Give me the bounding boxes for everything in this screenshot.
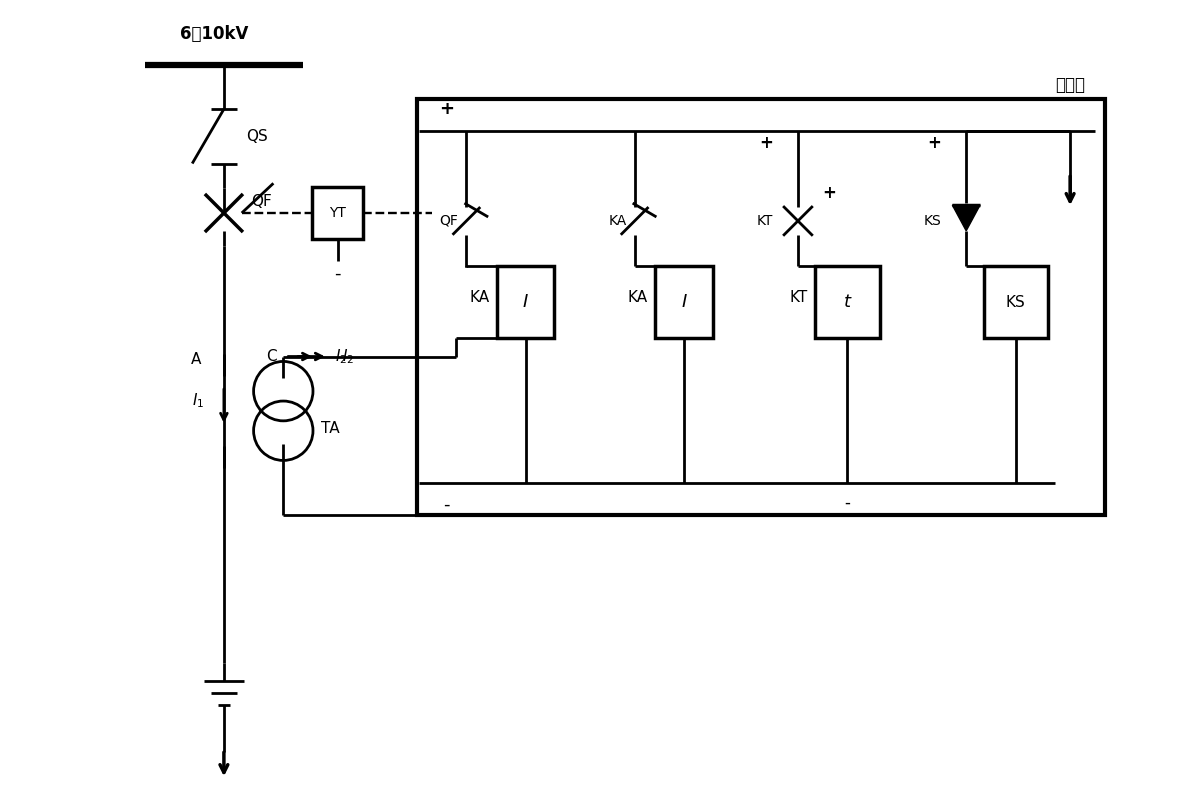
Text: +: +	[928, 134, 942, 152]
Bar	[312, 187, 364, 238]
Text: $I_2$: $I_2$	[342, 347, 354, 366]
Text: A: A	[191, 352, 202, 367]
Polygon shape	[953, 205, 980, 231]
Text: QF: QF	[252, 194, 272, 208]
Text: -: -	[845, 494, 851, 512]
Text: KS: KS	[1006, 294, 1026, 310]
Bar	[984, 267, 1048, 337]
Text: C: C	[266, 349, 277, 364]
Text: 6～10kV: 6～10kV	[180, 25, 248, 43]
Bar	[497, 267, 554, 337]
Text: YT: YT	[329, 206, 346, 220]
Text: QF: QF	[439, 214, 458, 228]
Text: -: -	[335, 264, 341, 282]
Bar	[815, 267, 880, 337]
Text: KA: KA	[628, 290, 648, 305]
Text: KA: KA	[608, 214, 626, 228]
Text: 至信号: 至信号	[1055, 76, 1085, 94]
Text: KA: KA	[469, 290, 490, 305]
Text: KT: KT	[790, 290, 808, 305]
Text: KS: KS	[924, 214, 942, 228]
Text: $I_1$: $I_1$	[192, 392, 204, 410]
Text: QS: QS	[246, 129, 268, 144]
Text: $I$: $I$	[522, 293, 529, 311]
Text: $I_2$: $I_2$	[335, 347, 347, 366]
Text: +: +	[823, 184, 836, 202]
Text: +: +	[760, 134, 773, 152]
Text: +: +	[439, 100, 454, 118]
Text: KT: KT	[757, 214, 773, 228]
Text: -: -	[443, 496, 450, 514]
Bar	[655, 267, 713, 337]
Text: $I$: $I$	[680, 293, 688, 311]
Text: $t$: $t$	[842, 293, 852, 311]
Text: TA: TA	[320, 421, 340, 436]
Bar	[416, 99, 1105, 515]
